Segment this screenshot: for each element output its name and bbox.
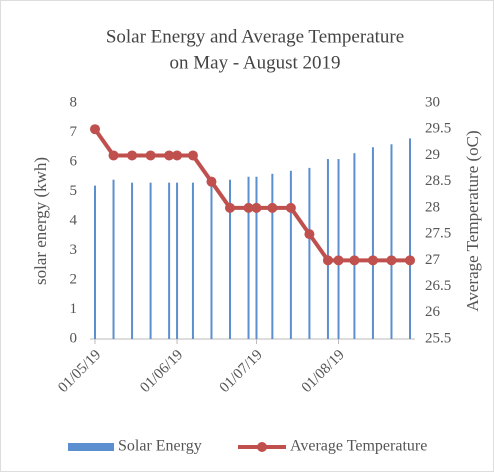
y-tick-label: 7	[70, 124, 78, 140]
line-marker	[108, 150, 119, 161]
y2-tick-label: 26.5	[425, 278, 451, 294]
bar	[191, 182, 194, 339]
y2-axis-label: Average Temperature (oC)	[463, 130, 482, 311]
bar	[210, 179, 213, 339]
y-axis-label: solar energy (kwh)	[31, 157, 50, 285]
y2-tick-label: 26	[425, 304, 441, 320]
line-marker	[367, 255, 378, 266]
bar	[326, 159, 329, 339]
bar	[149, 182, 152, 339]
bar	[94, 185, 96, 339]
y-tick-label: 8	[70, 94, 78, 110]
line-marker	[145, 150, 156, 161]
line-marker	[206, 176, 217, 187]
bar	[409, 138, 411, 339]
bar	[390, 144, 393, 339]
bar	[131, 182, 134, 339]
bar	[112, 179, 115, 339]
line-marker	[322, 255, 333, 266]
y-tick-label: 3	[70, 242, 78, 258]
y-tick-label: 4	[70, 212, 78, 228]
line-marker	[127, 150, 138, 161]
line-marker	[164, 150, 175, 161]
line-marker	[251, 202, 262, 213]
y2-tick-label: 30	[425, 94, 440, 110]
line-marker	[243, 202, 254, 213]
line-marker	[333, 255, 344, 266]
line-marker	[225, 202, 235, 213]
bar	[271, 173, 274, 339]
legend-marker	[257, 442, 267, 452]
bar	[229, 179, 231, 339]
line-marker	[267, 202, 278, 213]
y2-tick-label: 29	[425, 147, 440, 163]
bar	[371, 147, 374, 339]
bar	[308, 167, 311, 339]
line-marker	[304, 229, 315, 240]
line-marker	[187, 150, 198, 161]
bar	[353, 153, 356, 339]
line-marker	[285, 202, 296, 213]
legend-label: Average Temperature	[290, 438, 427, 455]
line-marker	[90, 124, 100, 135]
line-marker	[405, 255, 415, 266]
y-tick-label: 2	[70, 271, 78, 287]
y2-tick-label: 28.5	[425, 173, 451, 189]
chart-title: on May - August 2019	[170, 52, 341, 73]
legend-swatch	[68, 443, 114, 451]
y-tick-label: 5	[70, 183, 78, 199]
bar	[176, 182, 179, 339]
bar	[247, 176, 250, 339]
legend-label: Solar Energy	[118, 438, 202, 455]
bar	[168, 182, 171, 339]
bar	[289, 170, 292, 339]
y2-tick-label: 29.5	[425, 121, 451, 137]
bar	[337, 159, 340, 339]
bar	[255, 176, 258, 339]
chart-title: Solar Energy and Average Temperature	[106, 26, 404, 47]
y-tick-label: 1	[70, 301, 78, 317]
line-marker	[172, 150, 183, 161]
y2-tick-label: 27.5	[425, 226, 451, 242]
line-marker	[386, 255, 397, 266]
line-marker	[349, 255, 360, 266]
y-tick-label: 6	[70, 153, 78, 169]
y2-tick-label: 25.5	[425, 330, 451, 346]
y-tick-label: 0	[70, 330, 78, 346]
y2-tick-label: 27	[425, 252, 441, 268]
y2-tick-label: 28	[425, 199, 440, 215]
